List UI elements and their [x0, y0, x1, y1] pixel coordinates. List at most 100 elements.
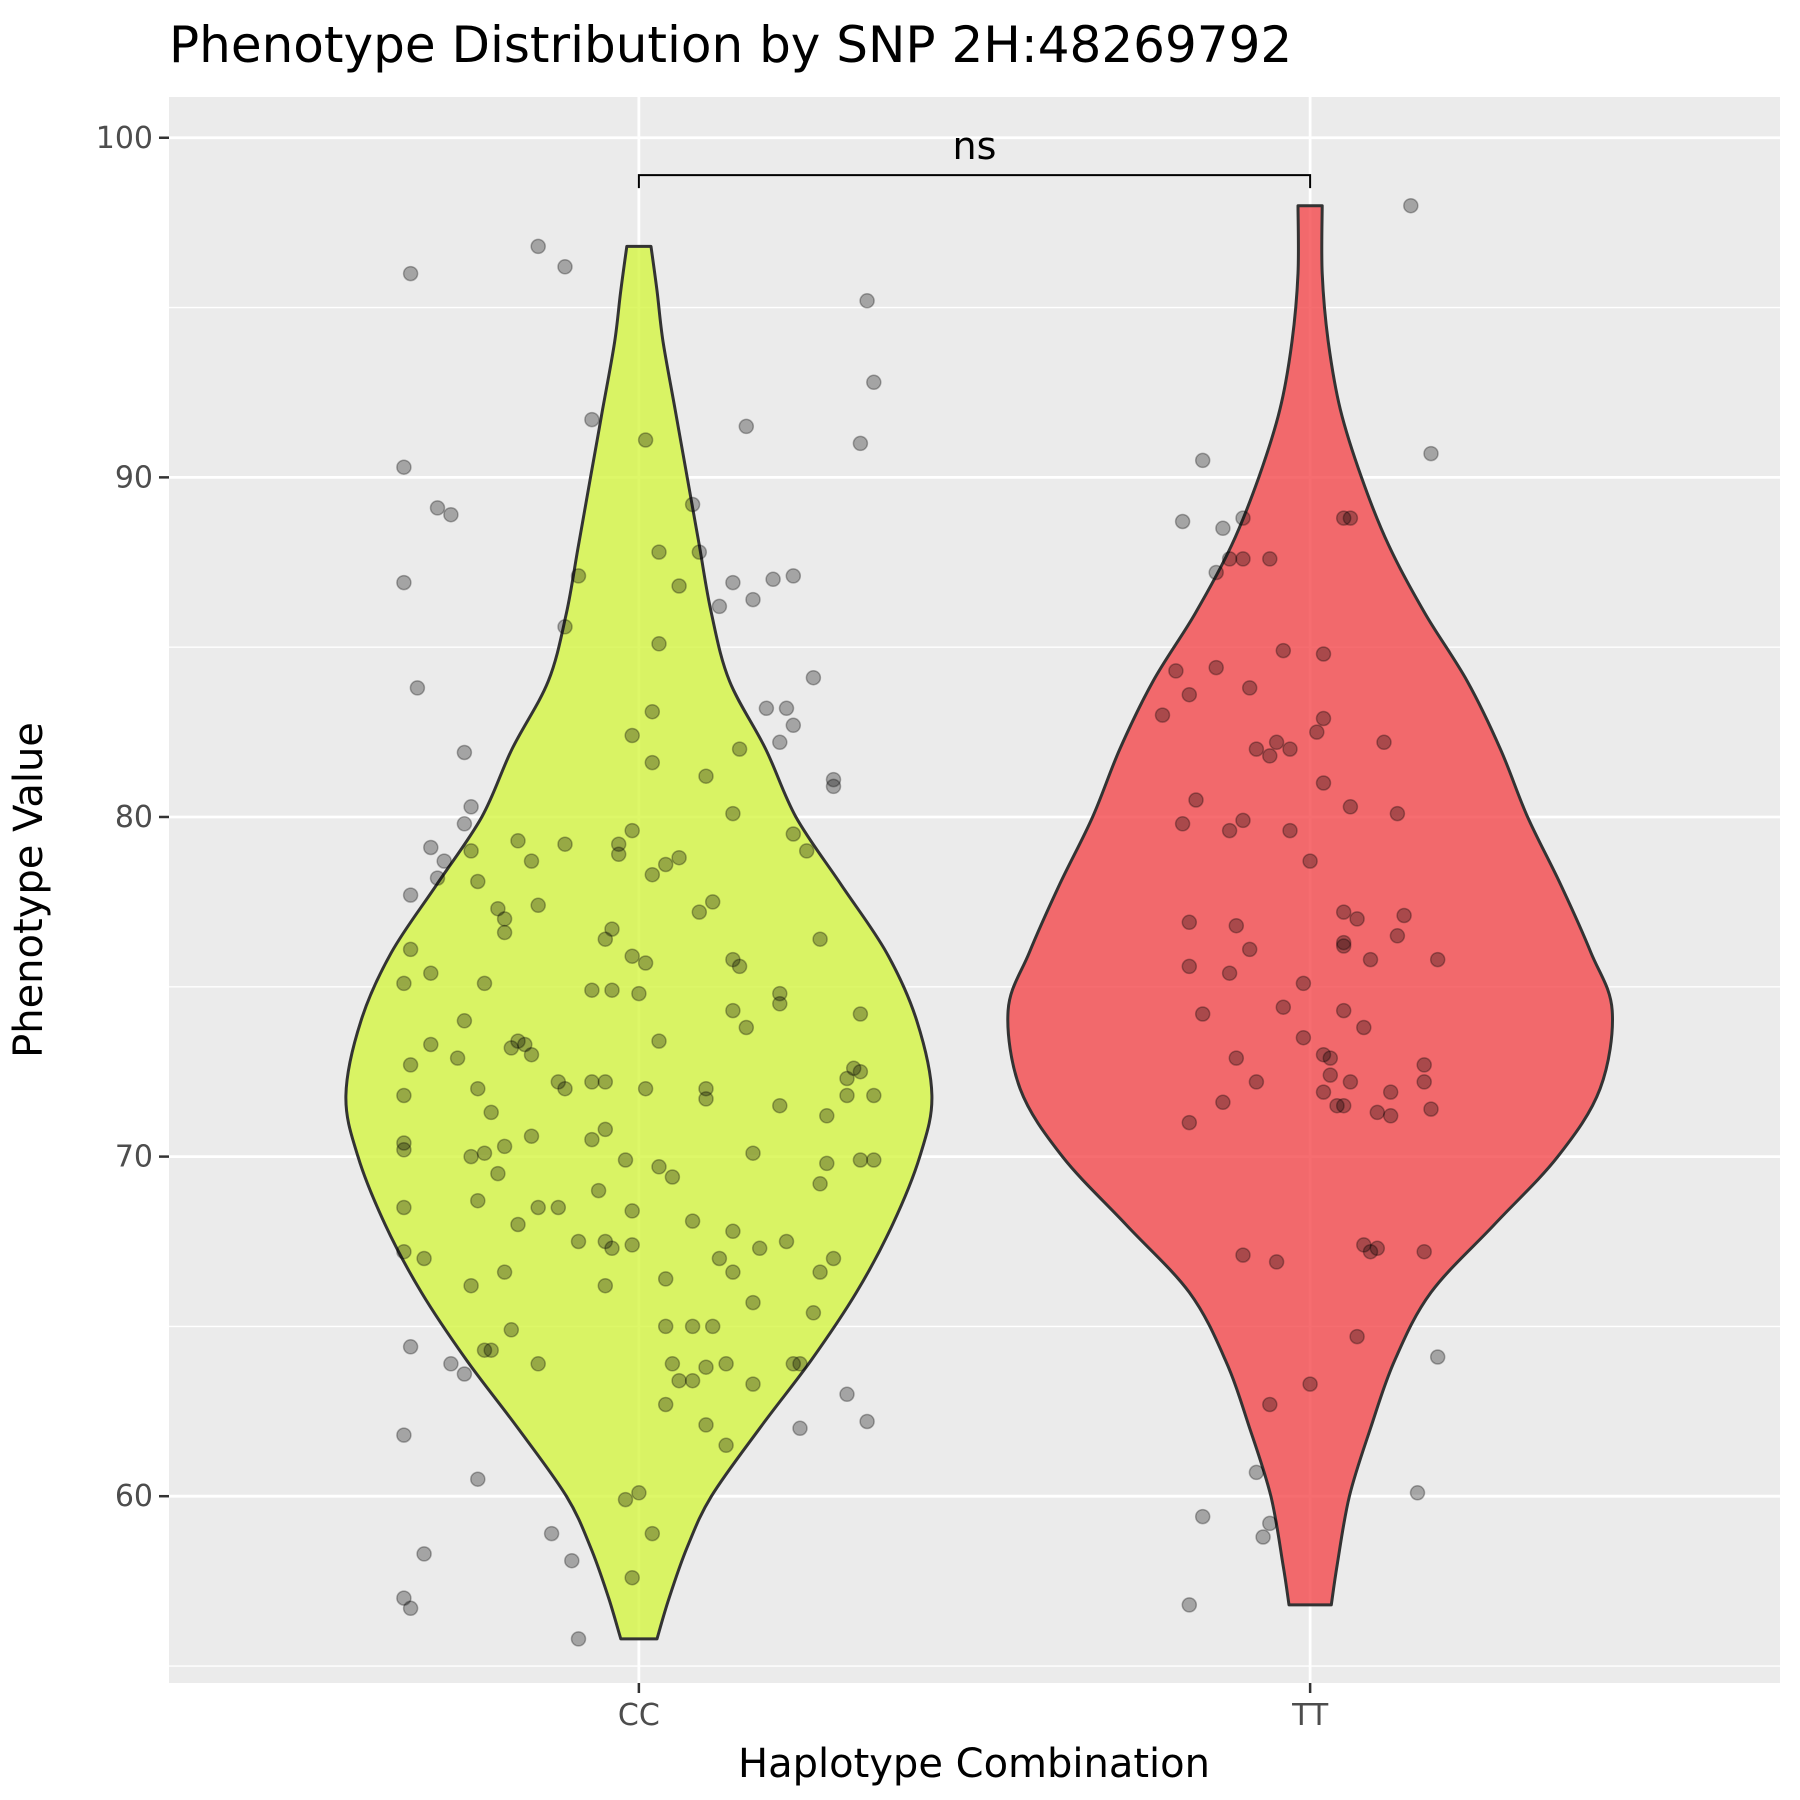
data-point: [839, 1070, 855, 1087]
data-point: [476, 975, 493, 992]
data-point: [557, 259, 573, 275]
data-point: [1262, 748, 1278, 764]
data-point: [1228, 1050, 1245, 1066]
data-point: [396, 975, 412, 992]
data-point: [624, 1237, 640, 1253]
data-point: [812, 931, 828, 947]
data-point: [1174, 513, 1191, 530]
data-point: [644, 1525, 661, 1542]
data-point: [1342, 799, 1359, 815]
data-point: [530, 897, 546, 914]
data-point: [1335, 1097, 1352, 1114]
data-point: [463, 1277, 479, 1294]
data-point: [456, 1013, 473, 1029]
data-point: [852, 1063, 869, 1080]
data-point: [738, 1019, 755, 1036]
data-point: [443, 1356, 459, 1372]
data-point: [570, 568, 587, 584]
data-point: [523, 1046, 540, 1063]
data-point: [778, 1233, 795, 1250]
data-point: [550, 1074, 567, 1090]
data-point: [725, 951, 741, 968]
data-point: [1322, 1067, 1339, 1083]
data-point: [1315, 1046, 1332, 1063]
data-point: [745, 1376, 761, 1392]
data-point: [1215, 520, 1231, 537]
data-point: [772, 734, 788, 751]
data-point: [503, 1322, 520, 1338]
data-point: [584, 411, 600, 428]
data-point: [396, 1087, 412, 1104]
data-point: [517, 1036, 533, 1053]
y-tick-label: 100: [96, 121, 153, 156]
data-point: [470, 1471, 486, 1487]
data-point: [564, 1552, 580, 1569]
data-point: [631, 1485, 647, 1501]
data-point: [1221, 965, 1238, 981]
data-point: [671, 849, 687, 866]
data-point: [1335, 1002, 1352, 1019]
data-point: [396, 1199, 412, 1216]
data-point: [1315, 1084, 1332, 1100]
data-point: [852, 1006, 869, 1022]
data-point: [624, 822, 640, 839]
data-point: [819, 1155, 835, 1172]
data-point: [1403, 197, 1419, 214]
data-point: [698, 1417, 714, 1433]
data-point: [597, 1233, 614, 1250]
data-point: [1315, 775, 1332, 791]
data-point: [1309, 724, 1325, 740]
data-point: [1369, 1240, 1386, 1257]
data-point: [798, 843, 815, 859]
data-point: [866, 1152, 882, 1168]
data-point: [1349, 911, 1365, 927]
data-point: [1181, 686, 1198, 703]
data-point: [839, 1386, 855, 1403]
data-point: [691, 904, 708, 920]
data-point: [1181, 1597, 1198, 1613]
data-point: [396, 1590, 412, 1606]
data-point: [409, 680, 426, 696]
data-point: [825, 771, 842, 788]
data-point: [664, 1356, 681, 1372]
data-point: [470, 1080, 486, 1097]
data-point: [698, 1080, 714, 1097]
data-point: [684, 1372, 701, 1389]
data-point: [644, 754, 661, 771]
data-point: [496, 911, 513, 927]
data-point: [1275, 642, 1292, 659]
data-point: [1215, 1094, 1231, 1111]
data-point: [1416, 1074, 1432, 1090]
data-point: [825, 1250, 842, 1267]
data-point: [664, 1169, 681, 1185]
data-point: [1389, 805, 1406, 822]
data-point: [584, 1074, 600, 1090]
data-point: [711, 598, 728, 615]
data-point: [1369, 1104, 1386, 1121]
data-point: [637, 955, 654, 971]
data-point: [718, 1437, 734, 1454]
data-points: [396, 197, 1446, 1647]
data-point: [1268, 1254, 1285, 1270]
data-point: [1362, 951, 1379, 968]
data-point: [657, 856, 674, 873]
data-point: [651, 1159, 667, 1175]
data-point: [449, 1050, 466, 1066]
data-point: [852, 1152, 869, 1168]
data-point: [631, 985, 647, 1002]
data-point: [1194, 1006, 1211, 1022]
violins: [344, 204, 1614, 1641]
y-tick-label: 60: [115, 1479, 153, 1514]
data-point: [671, 1372, 687, 1389]
data-point: [523, 853, 540, 869]
data-point: [792, 1356, 808, 1372]
data-point: [1262, 1396, 1278, 1413]
data-point: [1275, 999, 1292, 1015]
data-point: [584, 982, 600, 998]
data-point: [805, 669, 822, 686]
x-axis: CC TT: [618, 1683, 1329, 1733]
data-point: [570, 1631, 587, 1647]
violin-tt: [1006, 204, 1614, 1607]
data-point: [1235, 551, 1251, 567]
